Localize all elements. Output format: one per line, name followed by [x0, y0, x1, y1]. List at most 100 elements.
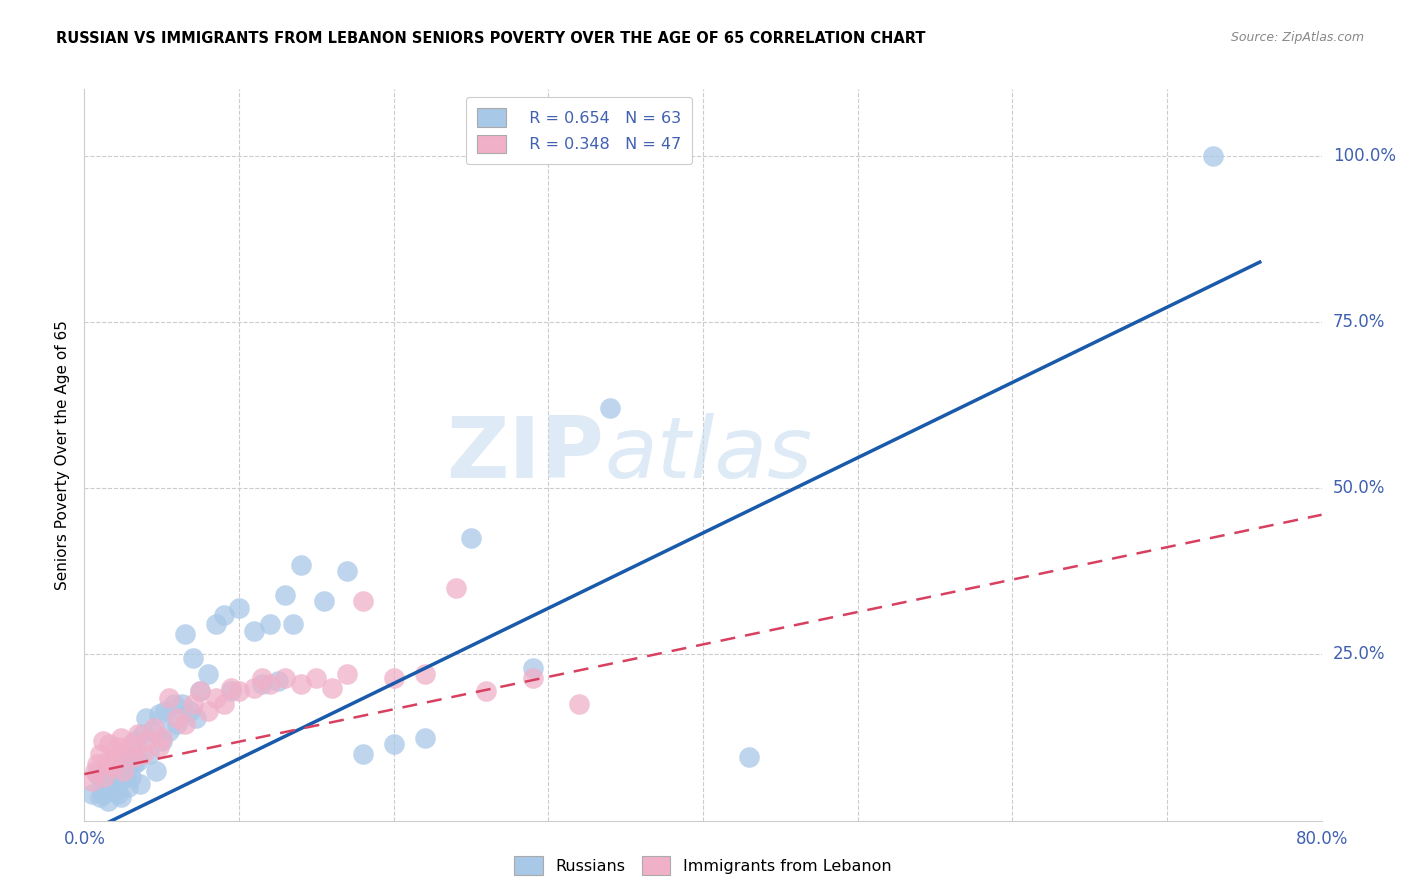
- Text: ZIP: ZIP: [446, 413, 605, 497]
- Point: [259, 677, 281, 691]
- Point: [101, 780, 124, 795]
- Point: [124, 734, 146, 748]
- Point: [444, 581, 467, 595]
- Point: [100, 773, 122, 788]
- Point: [120, 737, 142, 751]
- Point: [413, 731, 436, 745]
- Point: [382, 737, 405, 751]
- Point: [132, 727, 155, 741]
- Point: [250, 677, 273, 691]
- Point: [120, 771, 142, 785]
- Point: [174, 717, 197, 731]
- Point: [170, 698, 193, 712]
- Point: [148, 707, 170, 722]
- Point: [82, 787, 104, 801]
- Point: [98, 737, 121, 751]
- Point: [460, 531, 482, 545]
- Point: [188, 684, 211, 698]
- Point: [105, 764, 128, 778]
- Point: [321, 681, 343, 695]
- Point: [184, 710, 207, 724]
- Point: [117, 780, 139, 795]
- Text: 100.0%: 100.0%: [1333, 146, 1396, 165]
- Point: [159, 690, 180, 705]
- Point: [129, 777, 152, 791]
- Point: [163, 698, 186, 712]
- Text: Source: ZipAtlas.com: Source: ZipAtlas.com: [1230, 31, 1364, 45]
- Point: [104, 750, 127, 764]
- Point: [738, 750, 761, 764]
- Point: [148, 740, 170, 755]
- Point: [110, 731, 132, 745]
- Y-axis label: Seniors Poverty Over the Age of 65: Seniors Poverty Over the Age of 65: [55, 320, 70, 590]
- Point: [89, 771, 111, 785]
- Point: [197, 704, 219, 718]
- Point: [122, 757, 145, 772]
- Point: [243, 624, 266, 639]
- Point: [475, 684, 498, 698]
- Point: [352, 747, 374, 761]
- Point: [82, 773, 104, 788]
- Point: [132, 747, 155, 761]
- Point: [91, 734, 114, 748]
- Point: [141, 723, 163, 738]
- Point: [86, 767, 108, 781]
- Point: [91, 787, 114, 801]
- Point: [107, 740, 129, 755]
- Point: [138, 747, 160, 761]
- Point: [93, 771, 115, 785]
- Point: [179, 704, 201, 718]
- Point: [150, 731, 173, 745]
- Point: [1202, 149, 1225, 163]
- Point: [115, 744, 138, 758]
- Point: [112, 757, 135, 772]
- Point: [197, 667, 219, 681]
- Point: [205, 690, 228, 705]
- Text: 50.0%: 50.0%: [1333, 479, 1385, 497]
- Point: [568, 698, 591, 712]
- Point: [274, 671, 297, 685]
- Point: [312, 594, 335, 608]
- Point: [305, 671, 328, 685]
- Point: [174, 627, 197, 641]
- Point: [243, 681, 266, 695]
- Point: [89, 790, 111, 805]
- Point: [274, 588, 297, 602]
- Point: [219, 684, 242, 698]
- Point: [153, 704, 176, 718]
- Point: [205, 617, 228, 632]
- Point: [166, 717, 188, 731]
- Point: [93, 777, 115, 791]
- Point: [290, 558, 312, 572]
- Point: [413, 667, 436, 681]
- Point: [522, 661, 544, 675]
- Point: [281, 617, 305, 632]
- Point: [96, 783, 118, 797]
- Point: [108, 773, 131, 788]
- Text: RUSSIAN VS IMMIGRANTS FROM LEBANON SENIORS POVERTY OVER THE AGE OF 65 CORRELATIO: RUSSIAN VS IMMIGRANTS FROM LEBANON SENIO…: [56, 31, 925, 46]
- Point: [159, 723, 180, 738]
- Point: [89, 747, 111, 761]
- Point: [127, 727, 149, 741]
- Point: [127, 754, 149, 768]
- Point: [290, 677, 312, 691]
- Text: atlas: atlas: [605, 413, 813, 497]
- Point: [352, 594, 374, 608]
- Point: [135, 710, 157, 724]
- Point: [181, 650, 204, 665]
- Point: [181, 698, 204, 712]
- Point: [143, 721, 166, 735]
- Point: [101, 760, 124, 774]
- Point: [599, 401, 621, 416]
- Point: [219, 681, 242, 695]
- Point: [522, 671, 544, 685]
- Point: [135, 734, 157, 748]
- Point: [150, 734, 173, 748]
- Point: [96, 794, 118, 808]
- Point: [228, 600, 250, 615]
- Point: [86, 757, 108, 772]
- Point: [112, 764, 135, 778]
- Point: [166, 710, 188, 724]
- Point: [110, 790, 132, 805]
- Point: [104, 783, 127, 797]
